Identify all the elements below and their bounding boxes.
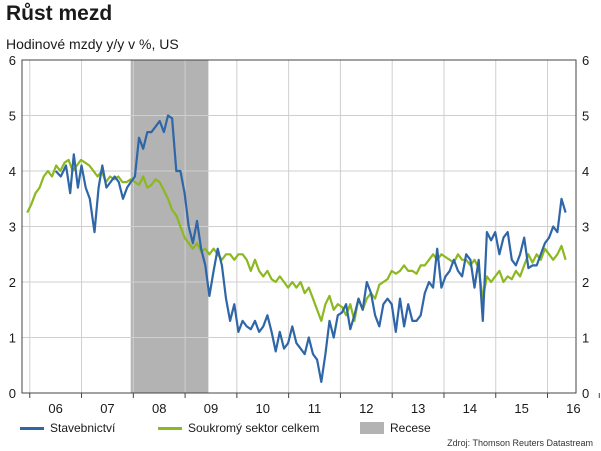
y-tick-label-right: 6	[582, 53, 589, 68]
y-tick-label-left: 5	[9, 109, 16, 124]
y-tick-label-left: 4	[9, 164, 16, 179]
x-tick-label: 16	[566, 401, 580, 416]
y-tick-label-right: 0	[582, 386, 589, 401]
legend: Stavebnictví Soukromý sektor celkem Rece…	[0, 421, 601, 439]
series-line-stavebnictvi	[54, 114, 567, 383]
legend-label-soukromy-sektor: Soukromý sektor celkem	[188, 421, 320, 435]
legend-item-soukromy-sektor: Soukromý sektor celkem	[158, 421, 319, 435]
x-tick-label: 08	[152, 401, 166, 416]
y-tick-label-right: 1	[582, 331, 589, 346]
legend-item-recese: Recese	[360, 421, 431, 435]
legend-label-stavebnictvi: Stavebnictví	[50, 421, 116, 435]
x-tick-label: 14	[463, 401, 477, 416]
x-tick-label: 07	[100, 401, 114, 416]
x-tick-label: 12	[359, 401, 373, 416]
x-tick-label: 10	[256, 401, 270, 416]
legend-swatch-recese	[360, 422, 384, 434]
x-tick-label: 15	[514, 401, 528, 416]
y-tick-label-left: 2	[9, 275, 16, 290]
y-tick-label-left: 6	[9, 53, 16, 68]
y-tick-label-left: 1	[9, 331, 16, 346]
x-tick-label: 09	[204, 401, 218, 416]
chart-title: Růst mezd	[6, 2, 113, 25]
source-note: Zdroj: Thomson Reuters Datastream	[447, 438, 593, 448]
legend-swatch-stavebnictvi	[20, 426, 44, 430]
y-tick-label-right: 2	[582, 275, 589, 290]
y-tick-label-right: 5	[582, 109, 589, 124]
legend-label-recese: Recese	[390, 421, 431, 435]
x-tick-label: 13	[411, 401, 425, 416]
y-tick-label-right: 3	[582, 220, 589, 235]
series-line-soukromy-sektor	[26, 158, 567, 322]
y-tick-label-left: 0	[9, 386, 16, 401]
plot-frame	[21, 59, 577, 394]
y-tick-label-right: 4	[582, 164, 589, 179]
x-tick-label: 11	[308, 401, 322, 416]
legend-swatch-soukromy-sektor	[158, 426, 182, 430]
y-tick-label-left: 3	[9, 220, 16, 235]
chart-subtitle: Hodinové mzdy y/y v %, US	[6, 36, 179, 52]
legend-item-stavebnictvi: Stavebnictví	[20, 421, 115, 435]
x-tick-label: 06	[48, 401, 62, 416]
